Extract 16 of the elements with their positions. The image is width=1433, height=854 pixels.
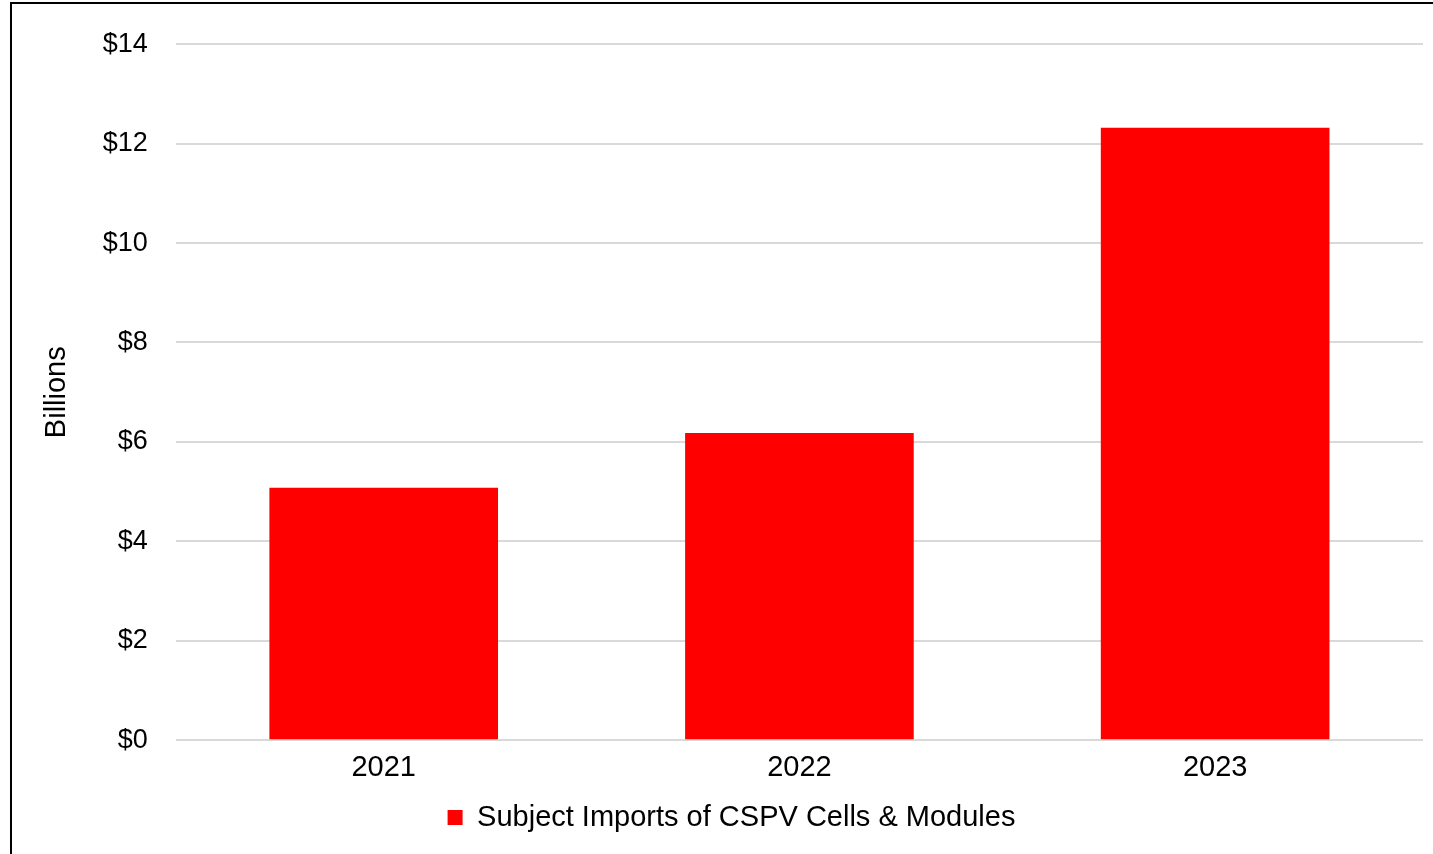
y-tick-label: $12 — [102, 127, 148, 158]
bar — [1100, 127, 1330, 740]
y-tick-label: $4 — [117, 524, 148, 555]
bar — [685, 432, 914, 740]
y-tick-label: $2 — [117, 624, 148, 655]
x-tick-label: 2021 — [351, 749, 416, 782]
y-tick-label: $0 — [117, 723, 148, 754]
y-tick-label: $6 — [117, 425, 148, 456]
y-tick-label: $8 — [117, 325, 148, 356]
bar — [269, 487, 499, 740]
y-tick-label: $10 — [102, 226, 148, 257]
x-tick-label: 2023 — [1182, 749, 1248, 782]
y-axis-title: Billions — [39, 346, 72, 439]
x-tick-label: 2022 — [767, 749, 832, 782]
y-tick-label: $14 — [102, 27, 148, 58]
legend-label: Subject Imports of CSPV Cells & Modules — [477, 799, 1016, 832]
